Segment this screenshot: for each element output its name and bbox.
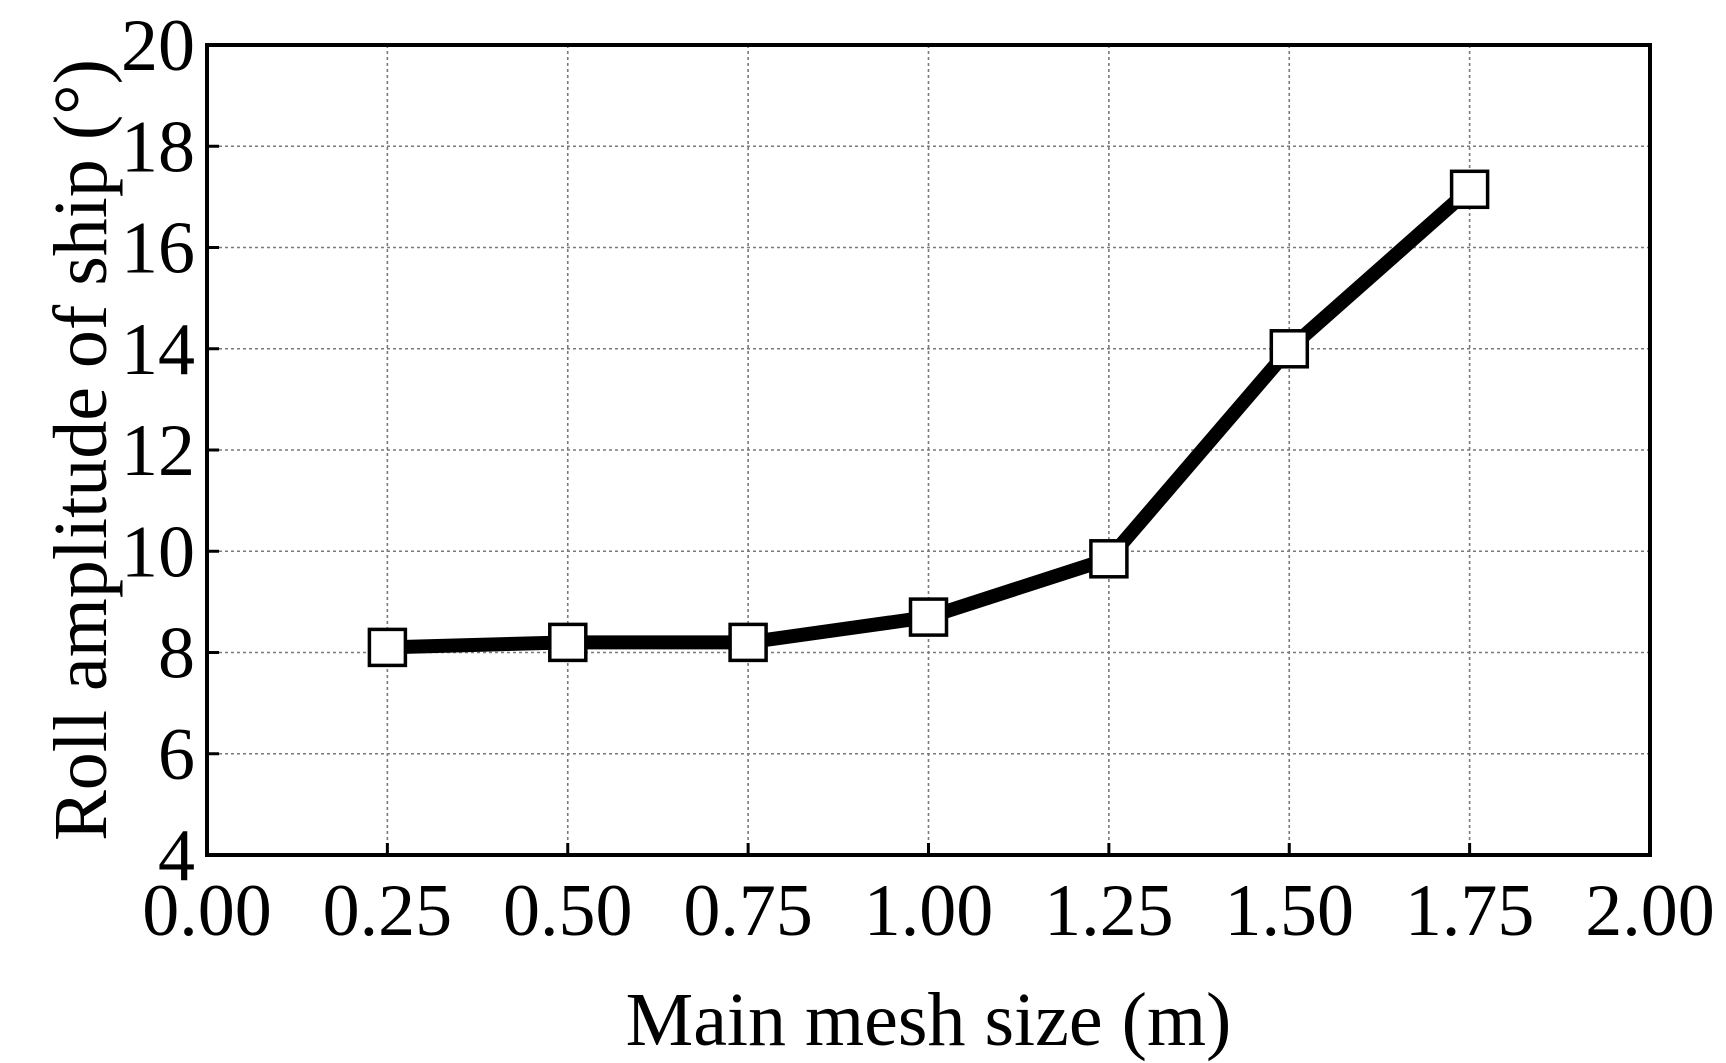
y-tick-label: 6 [158, 714, 195, 796]
x-tick-label: 2.00 [1585, 870, 1715, 952]
y-tick-label: 14 [121, 309, 195, 391]
x-tick-label: 1.25 [1044, 870, 1174, 952]
x-tick-label: 0.75 [683, 870, 813, 952]
x-tick-label: 0.00 [142, 870, 272, 952]
x-axis-title: Main mesh size (m) [626, 978, 1232, 1062]
data-point-marker [367, 627, 408, 668]
data-point-marker [1449, 169, 1490, 210]
data-point-marker [908, 597, 949, 637]
x-tick-label: 1.50 [1225, 870, 1355, 952]
data-point-marker [1269, 329, 1310, 369]
x-tick-label: 1.75 [1405, 870, 1535, 952]
data-point-marker [728, 622, 768, 663]
y-tick-label: 4 [158, 815, 195, 897]
x-tick-label: 0.25 [323, 870, 453, 952]
axis-ticks [205, 43, 1652, 857]
y-tick-label: 16 [121, 208, 195, 290]
y-axis-title: Roll amplitude of ship (°) [39, 59, 123, 841]
x-tick-label: 1.00 [864, 870, 994, 952]
y-axis-tick-labels: 4 6 8 10 12 14 16 18 20 [121, 5, 195, 897]
data-point-marker [548, 622, 588, 663]
grid-lines [207, 45, 1650, 855]
data-point-marker [1089, 539, 1129, 579]
x-axis-tick-labels: 0.00 0.25 0.50 0.75 1.00 1.25 1.50 1.75 2.00 [142, 870, 1715, 952]
series-group [367, 169, 1490, 668]
y-tick-label: 8 [158, 613, 195, 695]
y-tick-label: 18 [121, 106, 195, 188]
y-tick-label: 12 [121, 410, 195, 492]
x-tick-label: 0.50 [503, 870, 633, 952]
y-tick-label: 10 [121, 511, 195, 593]
y-tick-label: 20 [121, 5, 195, 87]
